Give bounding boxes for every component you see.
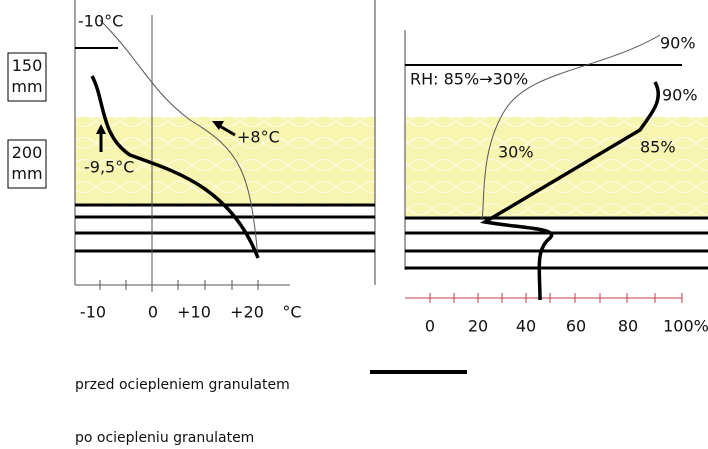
axis-label: +10 — [177, 303, 211, 322]
axis-label: 60 — [566, 317, 586, 336]
label: 90% — [660, 34, 696, 53]
legend: przed ociepleniem granulatem po ocieplen… — [75, 372, 467, 445]
axis-label: -10 — [80, 303, 106, 322]
label: 90% — [662, 86, 698, 105]
axis-label: 40 — [516, 317, 536, 336]
axis-label: °C — [282, 303, 301, 322]
axis-label: 80 — [618, 317, 638, 336]
axis-label: 20 — [468, 317, 488, 336]
label: +8°C — [237, 128, 280, 147]
axis-label: +20 — [230, 303, 264, 322]
legend-label: po ociepleniu granulatem — [75, 430, 254, 445]
axis-label: 100% — [663, 317, 708, 336]
axis-label: 0 — [148, 303, 158, 322]
label: 85% — [640, 138, 676, 157]
label: 30% — [498, 143, 534, 162]
right-panel: 90% RH: 85%→30% 90% 30% 85% 0 20 40 60 8… — [405, 30, 708, 336]
axis-label: 0 — [425, 317, 435, 336]
label: RH: 85%→30% — [410, 70, 528, 89]
insulation — [405, 117, 708, 217]
label: -9,5°C — [84, 158, 134, 177]
diagram: 150mm 200mm -10°C +8°C -9,5°C -10 0 +10 … — [0, 0, 708, 445]
legend-label: przed ociepleniem granulatem — [75, 377, 290, 393]
label: -10°C — [78, 12, 123, 31]
